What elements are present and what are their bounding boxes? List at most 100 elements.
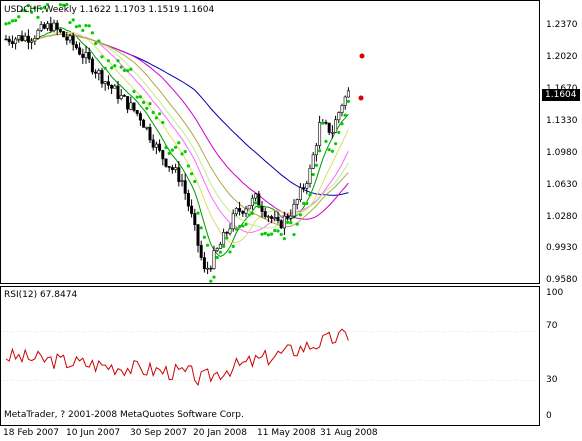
sar-dot (148, 102, 152, 106)
candle-body (97, 70, 101, 74)
candle-body (78, 47, 82, 55)
candle-body (308, 168, 312, 184)
sar-dot (286, 220, 290, 225)
candle-body (100, 70, 104, 84)
sar-dot (209, 279, 213, 283)
sar-dot (279, 232, 283, 237)
sar-dot (158, 112, 162, 116)
date-axis-label: 30 Sep 2007 (130, 428, 188, 438)
candle-body (20, 35, 24, 41)
candle-body (49, 23, 53, 31)
candle-body (135, 110, 139, 114)
candle-body (228, 228, 232, 234)
candle-body (65, 36, 69, 41)
sar-dot (305, 201, 309, 206)
candle-body (7, 38, 11, 43)
price-axis-label: 1.0630 (546, 180, 578, 190)
candle-body (334, 119, 338, 133)
sar-dot (343, 113, 347, 117)
sar-dot (334, 142, 338, 146)
candle-body (212, 250, 216, 269)
ma-line-blue (5, 33, 349, 196)
candle-body (129, 102, 133, 110)
rsi-canvas (1, 328, 539, 387)
candle-body (218, 243, 222, 249)
sar-dot (241, 224, 245, 228)
candle-body (142, 119, 146, 128)
candle-body (250, 197, 254, 206)
candle-body (17, 35, 21, 40)
candle-body (324, 121, 328, 124)
sar-dot (132, 89, 136, 94)
sar-dot (199, 226, 203, 230)
candle-body (247, 205, 251, 210)
candle-body (209, 267, 213, 270)
candle-body (276, 217, 280, 221)
price-axis-label: 1.0980 (546, 148, 578, 158)
candle-body (330, 132, 334, 134)
candle-body (222, 232, 226, 245)
candle-body (106, 81, 110, 86)
candle-body (84, 52, 88, 58)
candle-body (116, 85, 120, 99)
candle-body (254, 193, 258, 199)
candle-body (58, 29, 62, 32)
sar-dot (266, 233, 270, 237)
sar-dot (196, 211, 200, 215)
candle-body (231, 213, 235, 230)
candle-body (110, 84, 114, 89)
candle-body (42, 24, 46, 29)
date-axis-label: 20 Jan 2008 (193, 428, 247, 438)
candle-body (343, 96, 347, 106)
sar-dot (36, 15, 40, 19)
sar-dot (346, 99, 350, 103)
date-axis-label: 11 May 2008 (257, 428, 316, 438)
candle-body (122, 95, 126, 97)
sar-dot (244, 222, 248, 227)
sar-dot (110, 66, 114, 70)
sar-dot (321, 121, 325, 125)
sar-dot (65, 2, 69, 7)
candle-body (270, 216, 274, 219)
sar-dot (138, 95, 142, 99)
sar-dot (74, 25, 78, 29)
candle-body (14, 38, 18, 44)
candle-body (260, 206, 264, 212)
sar-dot (90, 31, 94, 35)
sar-dot (113, 64, 117, 68)
candle-body (206, 267, 210, 270)
candle-body (186, 193, 190, 207)
candle-body (62, 31, 66, 38)
sar-dot (7, 21, 11, 25)
copyright-text: MetaTrader, ? 2001-2008 MetaQuotes Softw… (4, 410, 244, 420)
sar-dot (318, 149, 322, 153)
price-chart-pane[interactable]: USDCHF,Weekly 1.1622 1.1703 1.1519 1.160… (0, 0, 540, 284)
candle-body (94, 71, 98, 74)
rsi-indicator-pane[interactable]: RSI(12) 67.8474 MetaTrader, ? 2001-2008 … (0, 286, 540, 426)
rsi-axis-label: 0 (546, 411, 552, 421)
sar-dot (164, 145, 168, 150)
sar-dot (340, 122, 344, 126)
candle-body (180, 180, 184, 182)
candle-body (154, 143, 158, 148)
sar-dot (263, 231, 267, 235)
price-axis-label: 1.0280 (546, 212, 578, 222)
sar-dot (26, 3, 30, 8)
sar-dot (68, 20, 72, 25)
candle-body (263, 211, 267, 217)
rsi-axis-label: 30 (546, 375, 558, 385)
candle-body (266, 216, 270, 218)
sar-dot (151, 110, 155, 115)
sar-dot (228, 250, 232, 254)
sar-dot (183, 150, 187, 154)
red-marker (359, 53, 365, 59)
sar-dot (215, 255, 219, 260)
sar-dot (84, 23, 88, 28)
candle-body (132, 102, 136, 111)
sar-dot (106, 59, 110, 63)
sar-dot (250, 211, 254, 215)
candle-body (151, 139, 155, 148)
sar-dot (247, 213, 251, 217)
sar-dot (292, 232, 296, 237)
ma-line-green (5, 27, 349, 258)
